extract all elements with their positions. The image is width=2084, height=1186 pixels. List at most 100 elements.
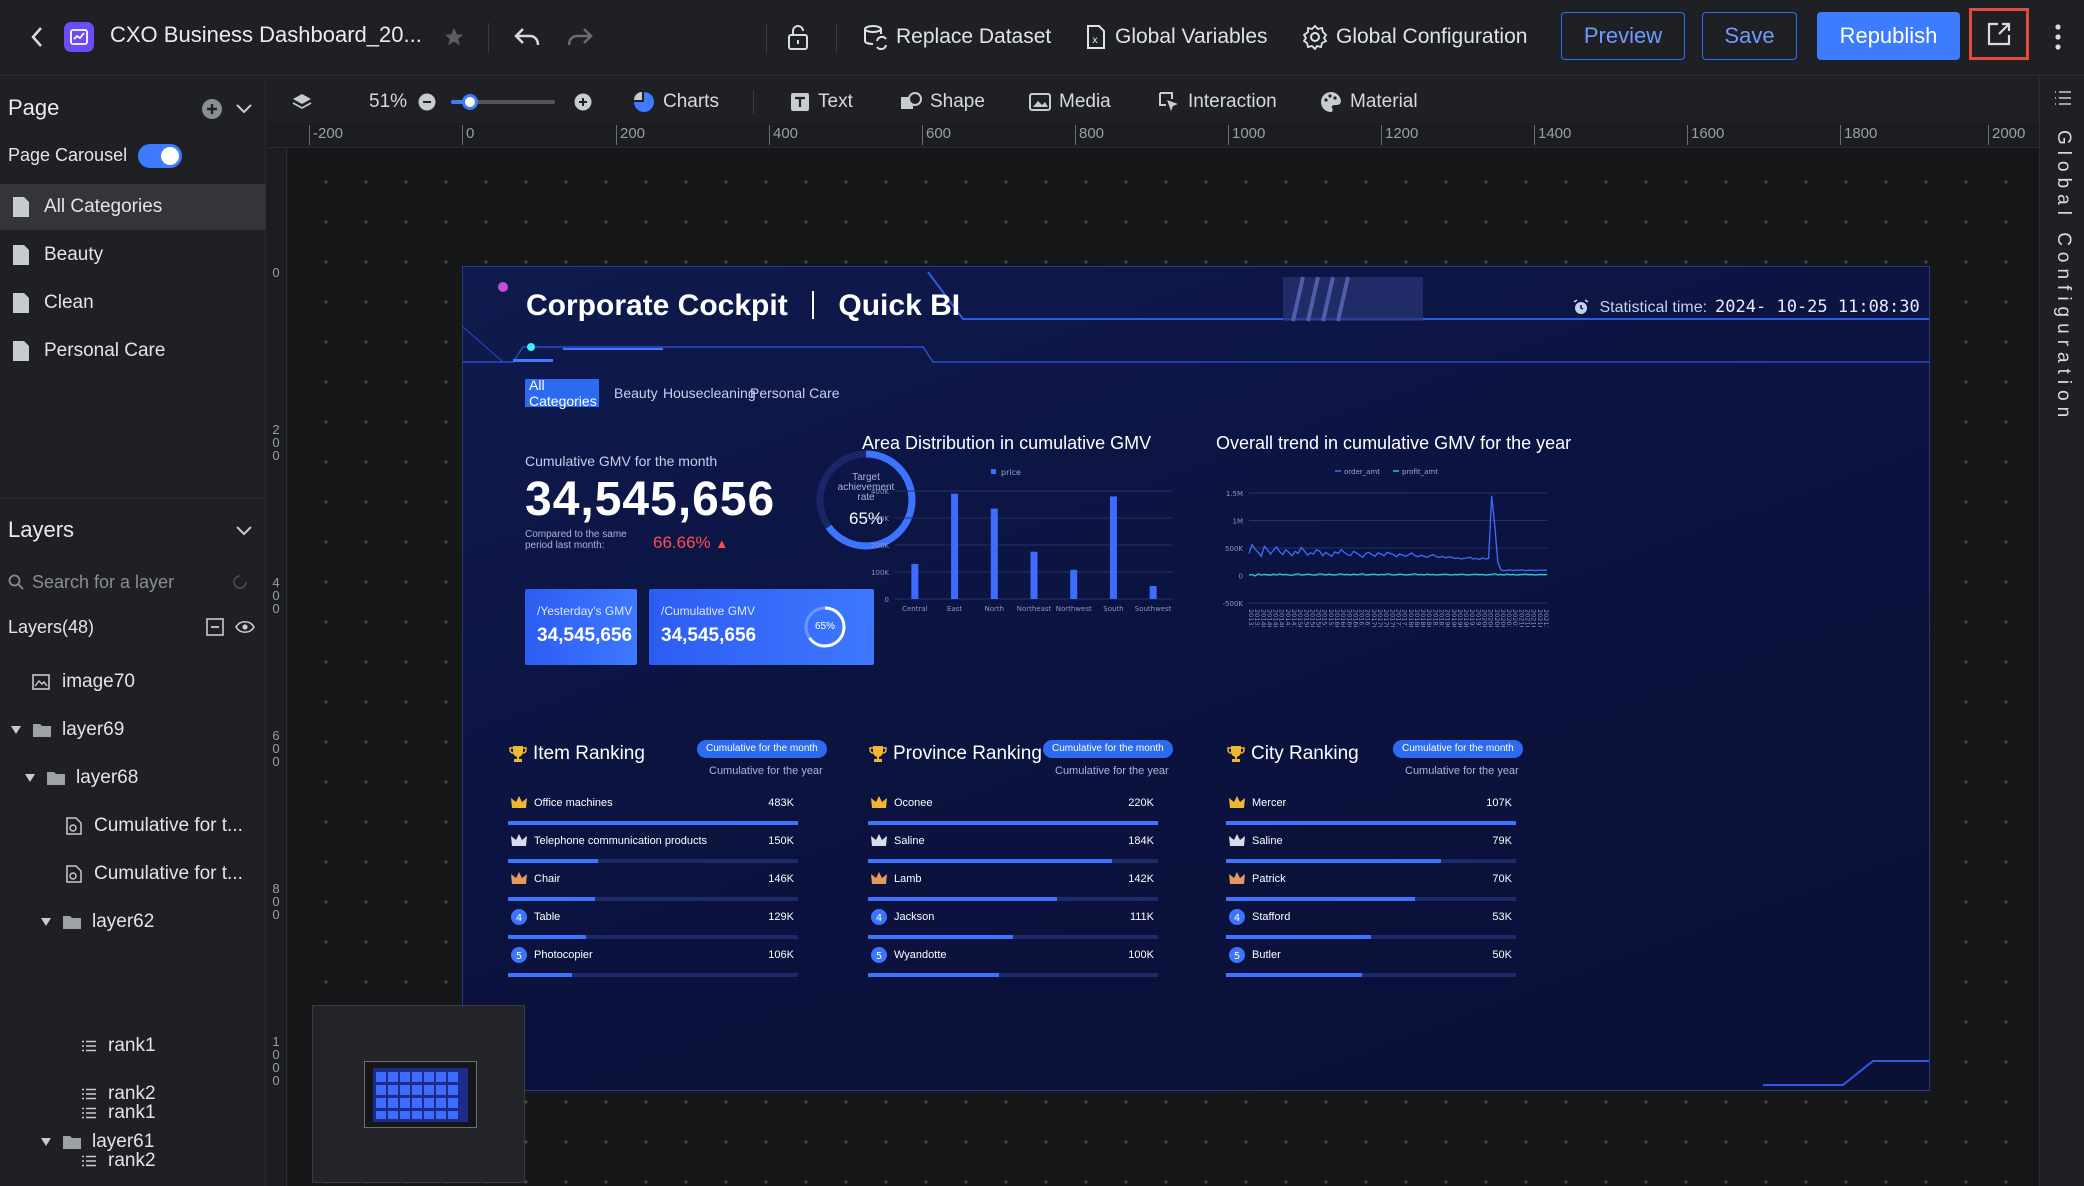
replace-dataset-button[interactable]: Replace Dataset [862, 22, 1051, 52]
material-menu[interactable]: Material [1320, 91, 1418, 113]
ranking-row[interactable]: Lamb 142K [868, 870, 1158, 892]
ranking-row[interactable]: 5 Photocopier 106K [508, 946, 798, 968]
text-icon [791, 93, 809, 111]
zoom-slider[interactable] [451, 94, 555, 110]
ranking-row[interactable]: 5 Wyandotte 100K [868, 946, 1158, 968]
ranking-bar-track [1226, 859, 1516, 863]
ranking-row[interactable]: 4 Table 129K [508, 908, 798, 930]
ranking-row[interactable]: Mercer 107K [1226, 794, 1516, 816]
canvas-minimap[interactable] [312, 1005, 525, 1183]
add-page-icon[interactable] [200, 97, 224, 121]
zoom-in-icon[interactable] [573, 92, 593, 112]
x-tick-label: South [1103, 605, 1123, 613]
layer-item-label: layer62 [92, 911, 155, 932]
redo-icon[interactable] [563, 22, 597, 52]
dash-tab-all-categories[interactable]: All Categories [525, 377, 599, 409]
x-tick-label: 202006 [1493, 609, 1501, 627]
page-carousel-toggle[interactable] [138, 144, 182, 168]
layer-item-rank1[interactable]: rank1 [82, 1090, 156, 1136]
divider [753, 90, 754, 114]
card-value: 34,545,656 [537, 625, 633, 646]
lock-icon[interactable] [783, 20, 813, 54]
save-button[interactable]: Save [1702, 12, 1797, 60]
global-configuration-label: Global Configuration [1336, 25, 1528, 48]
layer-item-layer68[interactable]: layer68 [24, 755, 138, 801]
global-configuration-button[interactable]: Global Configuration [1302, 22, 1527, 52]
charts-menu[interactable]: Charts [633, 91, 719, 113]
page-doc-icon [13, 341, 29, 361]
global-configuration-vertical-label[interactable]: Global Configuration [2053, 130, 2074, 424]
layer-item-layer61[interactable]: layer61 [40, 1119, 154, 1165]
star-icon[interactable] [439, 22, 469, 52]
dashboard-title[interactable]: CXO Business Dashboard_20... [110, 22, 422, 47]
y-tick-label: 500K [1225, 545, 1243, 553]
layer-item-component[interactable]: Cumulative for t... [66, 803, 243, 849]
ranking-value: 111K [1129, 911, 1154, 923]
ranking-row[interactable]: Oconee 220K [868, 794, 1158, 816]
collapse-chevron-icon[interactable] [234, 99, 254, 119]
ranking-row[interactable]: Saline 79K [1226, 832, 1516, 854]
layer-item-image70[interactable]: image70 [32, 659, 135, 705]
cumulative-month-pill[interactable]: Cumulative for the month [1043, 740, 1173, 758]
zoom-out-icon[interactable] [417, 92, 437, 112]
right-panel-collapsed[interactable] [2039, 77, 2084, 1186]
cumulative-year-option[interactable]: Cumulative for the year [709, 765, 823, 777]
ranking-row[interactable]: Saline 184K [868, 832, 1158, 854]
layers-toggle-icon[interactable] [291, 91, 313, 113]
zoom-slider-handle[interactable] [461, 94, 478, 110]
ranking-row[interactable]: Telephone communication products 150K [508, 832, 798, 854]
ranking-row[interactable]: 4 Stafford 53K [1226, 908, 1516, 930]
layer-item-layer69[interactable]: layer69 [10, 707, 124, 753]
interaction-label: Interaction [1188, 91, 1277, 112]
crown-icon [871, 872, 887, 884]
ranking-row[interactable]: Office machines 483K [508, 794, 798, 816]
collapse-chevron-icon[interactable] [234, 521, 254, 541]
cumulative-year-option[interactable]: Cumulative for the year [1405, 765, 1519, 777]
layer-search-input[interactable]: Search for a layer [8, 566, 254, 598]
panel-menu-icon[interactable] [2052, 89, 2074, 107]
dash-tab-personal-care[interactable]: Personal Care [750, 385, 840, 401]
page-item-all-categories[interactable]: All Categories [0, 184, 266, 230]
page-carousel-label: Page Carousel [8, 145, 128, 165]
ranking-row[interactable]: Chair 146K [508, 870, 798, 892]
cumulative-month-pill[interactable]: Cumulative for the month [697, 740, 827, 758]
eye-icon[interactable] [234, 617, 256, 637]
open-external-button[interactable] [1969, 8, 2029, 60]
global-variables-button[interactable]: x Global Variables [1085, 22, 1268, 52]
vertical-ruler: 0 200 400 600 800 1000 [267, 148, 287, 1186]
time-label: Statistical time: [1599, 299, 1708, 316]
layer-item-component[interactable]: Cumulative for t... [66, 851, 243, 897]
dash-tab-beauty[interactable]: Beauty [614, 385, 658, 401]
page-item-clean[interactable]: Clean [0, 280, 266, 326]
layer-item-layer62[interactable]: layer62 [40, 899, 154, 945]
x-tick-label: 201908 [1462, 609, 1470, 627]
layer-item-label: image70 [62, 671, 135, 692]
back-chevron-icon[interactable] [22, 22, 52, 52]
dashboard-artboard[interactable]: Corporate Cockpit Quick BI Statistical t… [462, 266, 1930, 1091]
preview-button[interactable]: Preview [1561, 12, 1685, 60]
more-options-icon[interactable] [2048, 18, 2068, 56]
page-item-beauty[interactable]: Beauty [0, 232, 266, 278]
dash-tab-housecleaning[interactable]: Housecleaning [663, 385, 756, 401]
layer-item-rank1[interactable]: rank1 [82, 1023, 156, 1069]
palette-icon [1321, 91, 1341, 112]
republish-button[interactable]: Republish [1817, 12, 1960, 60]
media-menu[interactable]: Media [1029, 91, 1111, 113]
interaction-menu[interactable]: Interaction [1158, 91, 1277, 113]
cumulative-year-option[interactable]: Cumulative for the year [1055, 765, 1169, 777]
ranking-row[interactable]: Patrick 70K [1226, 870, 1516, 892]
undo-icon[interactable] [510, 22, 544, 52]
layer-item-rank2[interactable]: rank2 [82, 1138, 156, 1184]
text-menu[interactable]: Text [790, 91, 853, 113]
ranking-row[interactable]: 4 Jackson 111K [868, 908, 1158, 930]
x-tick-label: 202104 [1523, 609, 1531, 627]
refresh-icon[interactable] [232, 574, 248, 590]
ranking-row[interactable]: 5 Butler 50K [1226, 946, 1516, 968]
svg-text:x: x [1092, 35, 1098, 46]
collapse-all-icon[interactable] [205, 617, 225, 637]
shape-menu[interactable]: Shape [900, 91, 985, 113]
y-tick-label: 1.5M [1226, 490, 1243, 498]
layer-item-rank2[interactable]: rank2 [82, 1071, 156, 1117]
cumulative-month-pill[interactable]: Cumulative for the month [1393, 740, 1523, 758]
page-item-personal-care[interactable]: Personal Care [0, 328, 266, 374]
